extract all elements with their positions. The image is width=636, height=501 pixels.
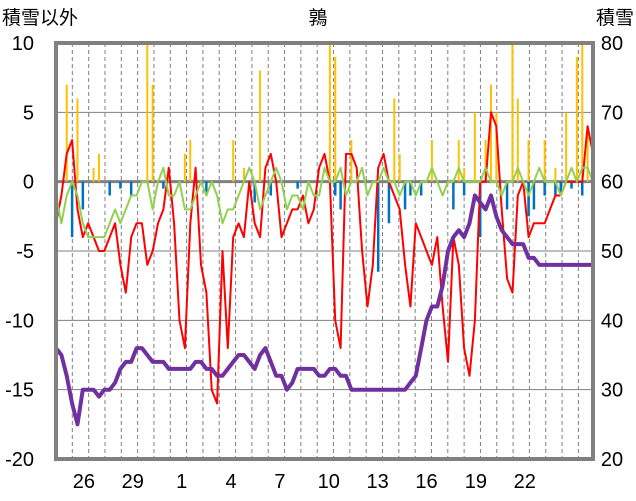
- chart-title: 鶉: [308, 7, 327, 29]
- right-axis-ticks: 80 70 60 50 40 30 20: [601, 33, 623, 471]
- x-tick-label: 16: [415, 471, 437, 493]
- anomaly-line: [55, 166, 594, 239]
- grid: [56, 43, 593, 459]
- snow_depth-line: [54, 193, 593, 427]
- left-tick-label: 5: [23, 102, 34, 124]
- x-tick-label: 19: [465, 471, 487, 493]
- x-axis-ticks: 26 29 1 4 7 10 13 16 19 22: [73, 471, 536, 493]
- x-tick-label: 10: [318, 471, 340, 493]
- line-series: [54, 111, 594, 427]
- left-tick-label: 0: [23, 172, 34, 194]
- x-tick-label: 26: [73, 471, 95, 493]
- right-axis-label: 積雪: [596, 7, 634, 29]
- left-axis-ticks: 10 5 0 -5 -10 -15 -20: [5, 33, 34, 471]
- right-tick-label: 80: [601, 33, 623, 55]
- right-tick-label: 60: [601, 172, 623, 194]
- right-tick-label: 70: [601, 102, 623, 124]
- x-tick-label: 29: [122, 471, 144, 493]
- left-tick-label: -20: [5, 449, 34, 471]
- x-tick-label: 13: [367, 471, 389, 493]
- plot-frame: [54, 41, 595, 461]
- left-tick-label: -5: [16, 241, 34, 263]
- left-tick-label: -10: [5, 310, 34, 332]
- right-tick-label: 50: [601, 241, 623, 263]
- x-tick-label: 1: [176, 471, 187, 493]
- x-tick-label: 7: [274, 471, 285, 493]
- left-tick-label: -15: [5, 380, 34, 402]
- left-axis-label: 積雪以外: [2, 7, 78, 29]
- left-tick-label: 10: [12, 33, 34, 55]
- right-tick-label: 30: [601, 380, 623, 402]
- x-tick-label: 22: [514, 471, 536, 493]
- right-tick-label: 20: [601, 449, 623, 471]
- x-tick-label: 4: [225, 471, 236, 493]
- right-tick-label: 40: [601, 310, 623, 332]
